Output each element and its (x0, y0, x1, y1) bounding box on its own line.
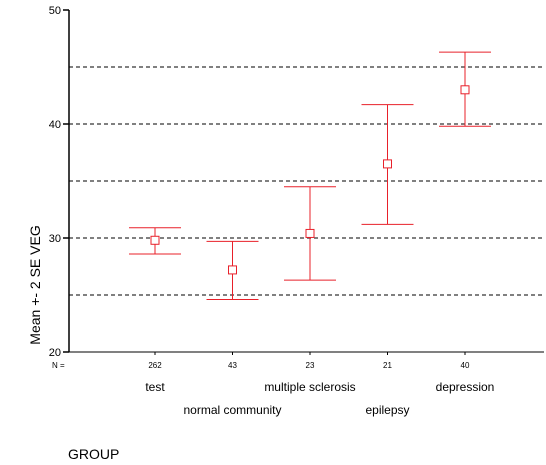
category-label-epilepsy: epilepsy (365, 403, 409, 417)
category-label-normal-community: normal community (183, 403, 281, 417)
category-label-test: test (145, 380, 165, 394)
mean-marker (305, 228, 315, 238)
error-bar-test (129, 227, 181, 255)
n-label: N = (52, 361, 65, 370)
category-label-multiple-sclerosis: multiple sclerosis (264, 380, 355, 394)
y-tick-label-50: 50 (49, 5, 61, 17)
error-bar-depression (439, 51, 491, 127)
y-tick-label-20: 20 (49, 347, 61, 359)
mean-marker (228, 265, 237, 275)
n-value-multiple-sclerosis: 23 (306, 361, 315, 370)
n-value-epilepsy: 21 (383, 361, 392, 370)
mean-marker (383, 159, 392, 169)
mean-marker (460, 85, 470, 95)
category-label-depression: depression (436, 380, 495, 394)
n-value-test: 262 (148, 361, 162, 370)
y-tick-label-40: 40 (49, 119, 61, 131)
n-value-normal-community: 43 (228, 361, 237, 370)
error-bar-normal-community (206, 240, 259, 301)
mean-marker (150, 235, 160, 245)
error-bar-epilepsy (361, 104, 414, 225)
error-bar-multiple-sclerosis (284, 186, 336, 281)
y-axis-ticks: 20 30 40 50 (49, 5, 69, 359)
x-axis-label: GROUP (68, 446, 119, 462)
x-axis-labels: 262 test 43 normal community 23 multiple scle… (145, 352, 494, 417)
y-axis-label: Mean +- 2 SE VEG (27, 225, 43, 344)
gridlines (69, 66, 544, 296)
n-value-depression: 40 (461, 361, 470, 370)
error-bars (129, 51, 491, 301)
y-tick-label-30: 30 (49, 233, 61, 245)
